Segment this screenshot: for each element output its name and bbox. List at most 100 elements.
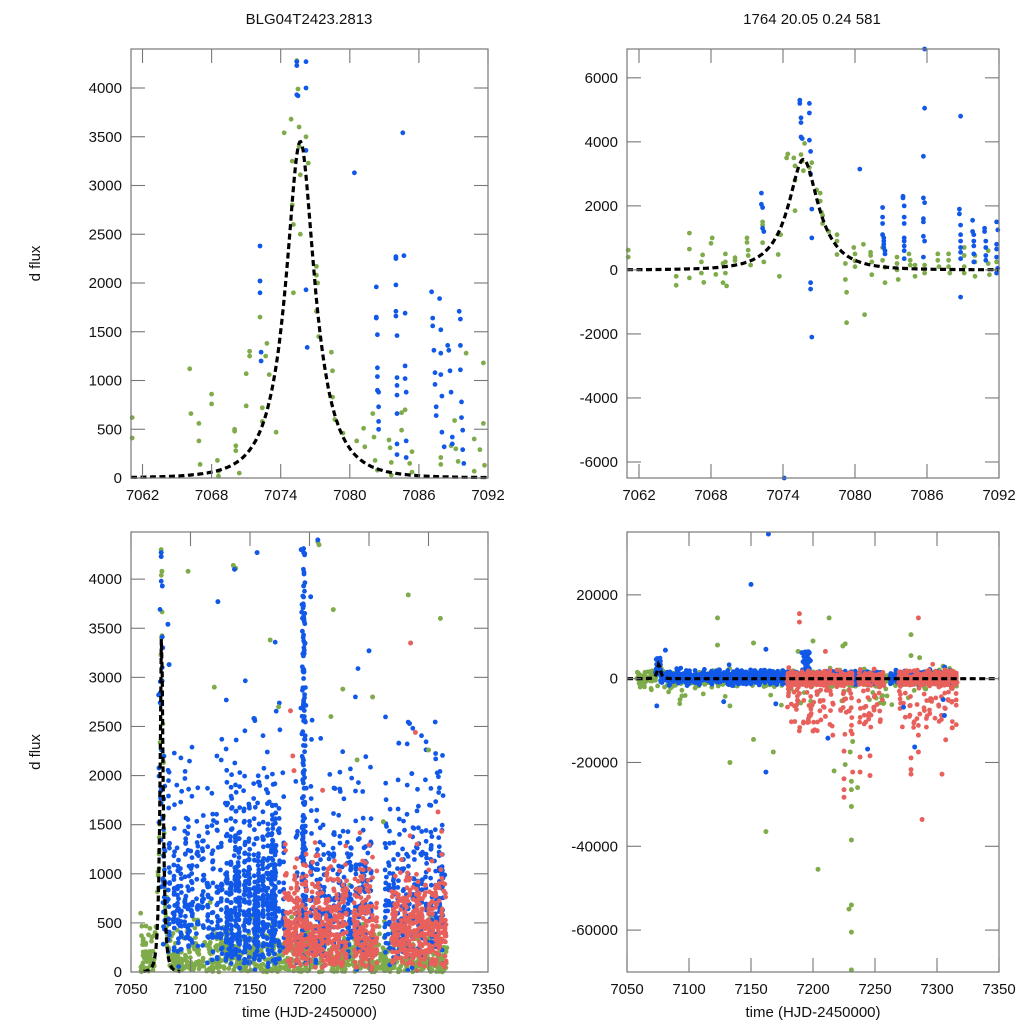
data-point-blue bbox=[423, 838, 429, 844]
data-point-red bbox=[393, 910, 399, 915]
data-point-red bbox=[307, 951, 312, 957]
data-point-blue bbox=[409, 965, 415, 971]
data-point-red bbox=[430, 947, 435, 953]
data-point-green bbox=[196, 966, 202, 972]
data-point-blue bbox=[229, 772, 235, 778]
data-point-blue bbox=[237, 770, 243, 775]
data-point-red bbox=[307, 921, 313, 927]
data-point-blue bbox=[429, 834, 435, 839]
data-point-green bbox=[881, 701, 886, 706]
y-tick-label: 0 bbox=[114, 964, 122, 981]
data-point-blue bbox=[301, 794, 306, 799]
data-point-blue bbox=[382, 867, 388, 873]
data-point-blue bbox=[229, 938, 235, 944]
data-point-blue bbox=[265, 896, 271, 901]
data-point-blue bbox=[272, 896, 277, 902]
data-point-green bbox=[402, 407, 408, 413]
data-point-blue bbox=[229, 923, 234, 929]
data-point-red bbox=[407, 928, 413, 934]
data-point-green bbox=[720, 280, 726, 286]
data-point-blue bbox=[242, 957, 248, 962]
data-points bbox=[625, 46, 1001, 481]
data-point-green bbox=[143, 953, 149, 959]
data-point-green bbox=[387, 445, 393, 451]
data-point-blue bbox=[318, 876, 323, 882]
data-point-red bbox=[328, 918, 333, 923]
data-point-blue bbox=[171, 873, 177, 879]
data-point-red bbox=[312, 840, 318, 845]
data-point-blue bbox=[214, 934, 220, 940]
data-point-outlier bbox=[185, 568, 191, 574]
data-point-blue bbox=[921, 195, 926, 201]
data-point-blue bbox=[182, 874, 188, 880]
data-point-red bbox=[303, 863, 309, 869]
y-tick-label: 0 bbox=[610, 262, 618, 279]
data-point-blue bbox=[225, 800, 231, 806]
data-point-red bbox=[300, 955, 305, 961]
data-point-red bbox=[363, 928, 368, 933]
data-point-blue bbox=[242, 773, 248, 779]
data-point-green bbox=[296, 124, 302, 130]
data-point-blue bbox=[460, 427, 466, 433]
data-point-blue bbox=[236, 948, 242, 954]
data-point-blue bbox=[315, 847, 320, 852]
data-point-blue bbox=[273, 960, 278, 966]
data-point-green bbox=[852, 251, 858, 257]
data-point-blue bbox=[348, 863, 354, 869]
data-point-blue bbox=[273, 708, 279, 714]
data-point-blue bbox=[394, 383, 400, 388]
data-point-blue bbox=[431, 347, 437, 353]
data-point-red bbox=[416, 961, 422, 966]
series-blue bbox=[759, 46, 1001, 481]
data-point-blue bbox=[760, 205, 765, 210]
data-point-green bbox=[677, 697, 683, 702]
data-point-green bbox=[961, 270, 967, 276]
data-point-blue bbox=[171, 947, 177, 953]
data-point-blue bbox=[227, 838, 233, 843]
data-point-blue bbox=[383, 949, 388, 955]
y-tick-label: 3000 bbox=[89, 669, 122, 686]
data-point-outlier bbox=[328, 714, 334, 719]
data-point-blue bbox=[233, 952, 239, 957]
data-point-blue bbox=[970, 217, 975, 223]
data-points bbox=[129, 58, 488, 480]
data-point-red bbox=[430, 929, 436, 935]
data-point-blue bbox=[303, 85, 309, 91]
data-point-blue bbox=[410, 825, 416, 830]
data-point-green bbox=[342, 966, 348, 972]
x-tick-label: 7200 bbox=[293, 981, 326, 998]
data-point-blue bbox=[375, 365, 380, 371]
data-point-blue bbox=[246, 839, 252, 844]
data-point-blue bbox=[219, 736, 225, 742]
data-point-outlier bbox=[408, 640, 413, 646]
data-point-blue bbox=[223, 929, 229, 935]
data-point-blue bbox=[176, 857, 181, 863]
data-point-red bbox=[288, 885, 294, 891]
data-point-red bbox=[336, 944, 341, 949]
data-point-green bbox=[149, 934, 155, 940]
data-point-blue bbox=[958, 238, 963, 244]
data-point-blue bbox=[258, 358, 264, 364]
data-point-green bbox=[673, 273, 679, 279]
data-point-red bbox=[370, 854, 375, 860]
data-point-green bbox=[438, 455, 444, 460]
data-point-blue bbox=[429, 289, 434, 295]
data-point-green bbox=[169, 957, 175, 963]
data-point-blue bbox=[437, 769, 443, 774]
data-point-red bbox=[363, 882, 369, 888]
data-point-blue bbox=[257, 278, 263, 284]
data-point-red bbox=[443, 894, 448, 900]
data-point-red bbox=[439, 918, 444, 923]
data-point-green bbox=[291, 222, 296, 227]
data-point-red bbox=[297, 897, 303, 903]
data-point-green bbox=[708, 240, 714, 246]
data-point-green bbox=[438, 462, 444, 467]
data-point-blue bbox=[798, 115, 804, 121]
data-point-blue bbox=[260, 882, 266, 888]
data-point-green bbox=[895, 277, 901, 282]
data-point-blue bbox=[276, 826, 282, 831]
data-point-blue bbox=[385, 931, 391, 937]
y-tick-label: 2000 bbox=[89, 768, 122, 785]
data-point-blue bbox=[251, 873, 257, 879]
data-point-outlier bbox=[396, 740, 402, 746]
